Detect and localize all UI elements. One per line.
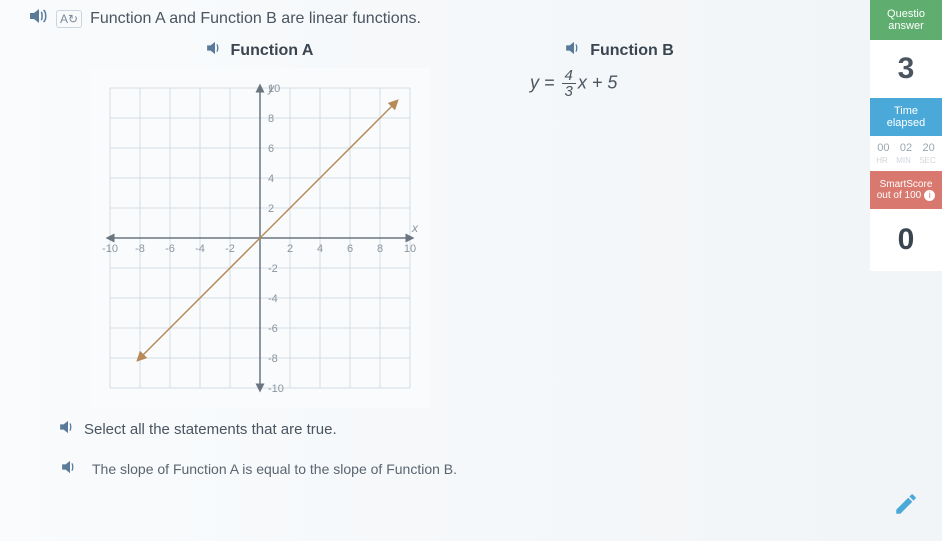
svg-text:-4: -4	[195, 243, 205, 255]
eq-numerator: 4	[562, 68, 576, 84]
pencil-icon[interactable]	[870, 473, 942, 541]
qa-label-1: Questio	[872, 8, 940, 20]
svg-text:-6: -6	[268, 323, 278, 335]
ss-label-2: out of 100i	[872, 190, 940, 201]
read-aloud-icon[interactable]: A↻	[56, 10, 82, 28]
timer-min: 02	[900, 142, 912, 154]
svg-text:y: y	[267, 81, 275, 95]
svg-text:2: 2	[287, 243, 293, 255]
timer-lbl-hr: HR	[876, 156, 888, 165]
eq-lhs: y	[530, 72, 539, 92]
svg-text:-6: -6	[165, 243, 175, 255]
function-a-title: Function A	[231, 42, 314, 60]
function-b-equation: y = 4 3 x + 5	[490, 68, 750, 99]
sidebar: Questio answer 3 Time elapsed 00 02 20 H…	[870, 0, 942, 541]
smartscore-header: SmartScore out of 100i	[870, 171, 942, 209]
svg-text:-8: -8	[135, 243, 145, 255]
audio-icon[interactable]	[60, 420, 76, 438]
time-elapsed-header: Time elapsed	[870, 98, 942, 136]
eq-intercept: + 5	[592, 72, 618, 92]
statement-text: The slope of Function A is equal to the …	[92, 461, 457, 477]
svg-text:6: 6	[347, 243, 353, 255]
main-content: A↻ Function A and Function B are linear …	[0, 0, 870, 541]
svg-text:-2: -2	[268, 263, 278, 275]
svg-text:8: 8	[377, 243, 383, 255]
svg-text:-2: -2	[225, 243, 235, 255]
eq-var: x	[578, 72, 587, 92]
prompt-text: Function A and Function B are linear fun…	[90, 10, 421, 28]
svg-text:-10: -10	[102, 243, 118, 255]
svg-text:6: 6	[268, 143, 274, 155]
questions-answered-value: 3	[870, 40, 942, 98]
svg-text:x: x	[411, 221, 419, 235]
eq-fraction: 4 3	[562, 68, 576, 99]
timer-values: 00 02 20	[870, 136, 942, 156]
svg-text:-4: -4	[268, 293, 278, 305]
svg-text:-8: -8	[268, 353, 278, 365]
svg-text:4: 4	[268, 173, 274, 185]
timer-lbl-sec: SEC	[919, 156, 935, 165]
function-a-chart: -10-8-6-4-2246810-10-8-6-4-2246810xy	[90, 68, 430, 408]
audio-icon[interactable]	[62, 460, 78, 477]
audio-icon[interactable]	[30, 8, 48, 29]
timer-labels: HR MIN SEC	[870, 156, 942, 171]
svg-text:10: 10	[404, 243, 416, 255]
select-prompt: Select all the statements that are true.	[84, 421, 337, 438]
audio-icon[interactable]	[207, 41, 223, 60]
ss-label-1: SmartScore	[872, 179, 940, 190]
audio-icon[interactable]	[566, 41, 582, 60]
eq-denominator: 3	[562, 84, 576, 99]
time-label-2: elapsed	[872, 117, 940, 129]
info-icon[interactable]: i	[924, 190, 935, 201]
svg-text:2: 2	[268, 203, 274, 215]
timer-hr: 00	[877, 142, 889, 154]
function-a-column: Function A -10 -8 -6 -4 -2 2 4 6 8 10 -10 -8 -6 -4 -2 2…	[90, 41, 430, 408]
svg-text:8: 8	[268, 113, 274, 125]
svg-text:-10: -10	[268, 383, 284, 395]
svg-text:4: 4	[317, 243, 323, 255]
timer-sec: 20	[923, 142, 935, 154]
function-b-column: Function B y = 4 3 x + 5	[490, 41, 750, 408]
time-label-1: Time	[872, 105, 940, 117]
questions-answered-header: Questio answer	[870, 0, 942, 40]
qa-label-2: answer	[872, 20, 940, 32]
function-b-title: Function B	[590, 42, 674, 60]
statement-row-0[interactable]: The slope of Function A is equal to the …	[62, 460, 850, 477]
functions-columns: Function A -10 -8 -6 -4 -2 2 4 6 8 10 -10 -8 -6 -4 -2 2…	[30, 41, 850, 408]
smartscore-value: 0	[870, 209, 942, 271]
timer-lbl-min: MIN	[896, 156, 911, 165]
function-b-title-row: Function B	[490, 41, 750, 60]
function-a-title-row: Function A	[90, 41, 430, 60]
select-prompt-row: Select all the statements that are true.	[60, 420, 850, 438]
eq-equals: =	[544, 72, 560, 92]
prompt-row: A↻ Function A and Function B are linear …	[30, 8, 850, 29]
